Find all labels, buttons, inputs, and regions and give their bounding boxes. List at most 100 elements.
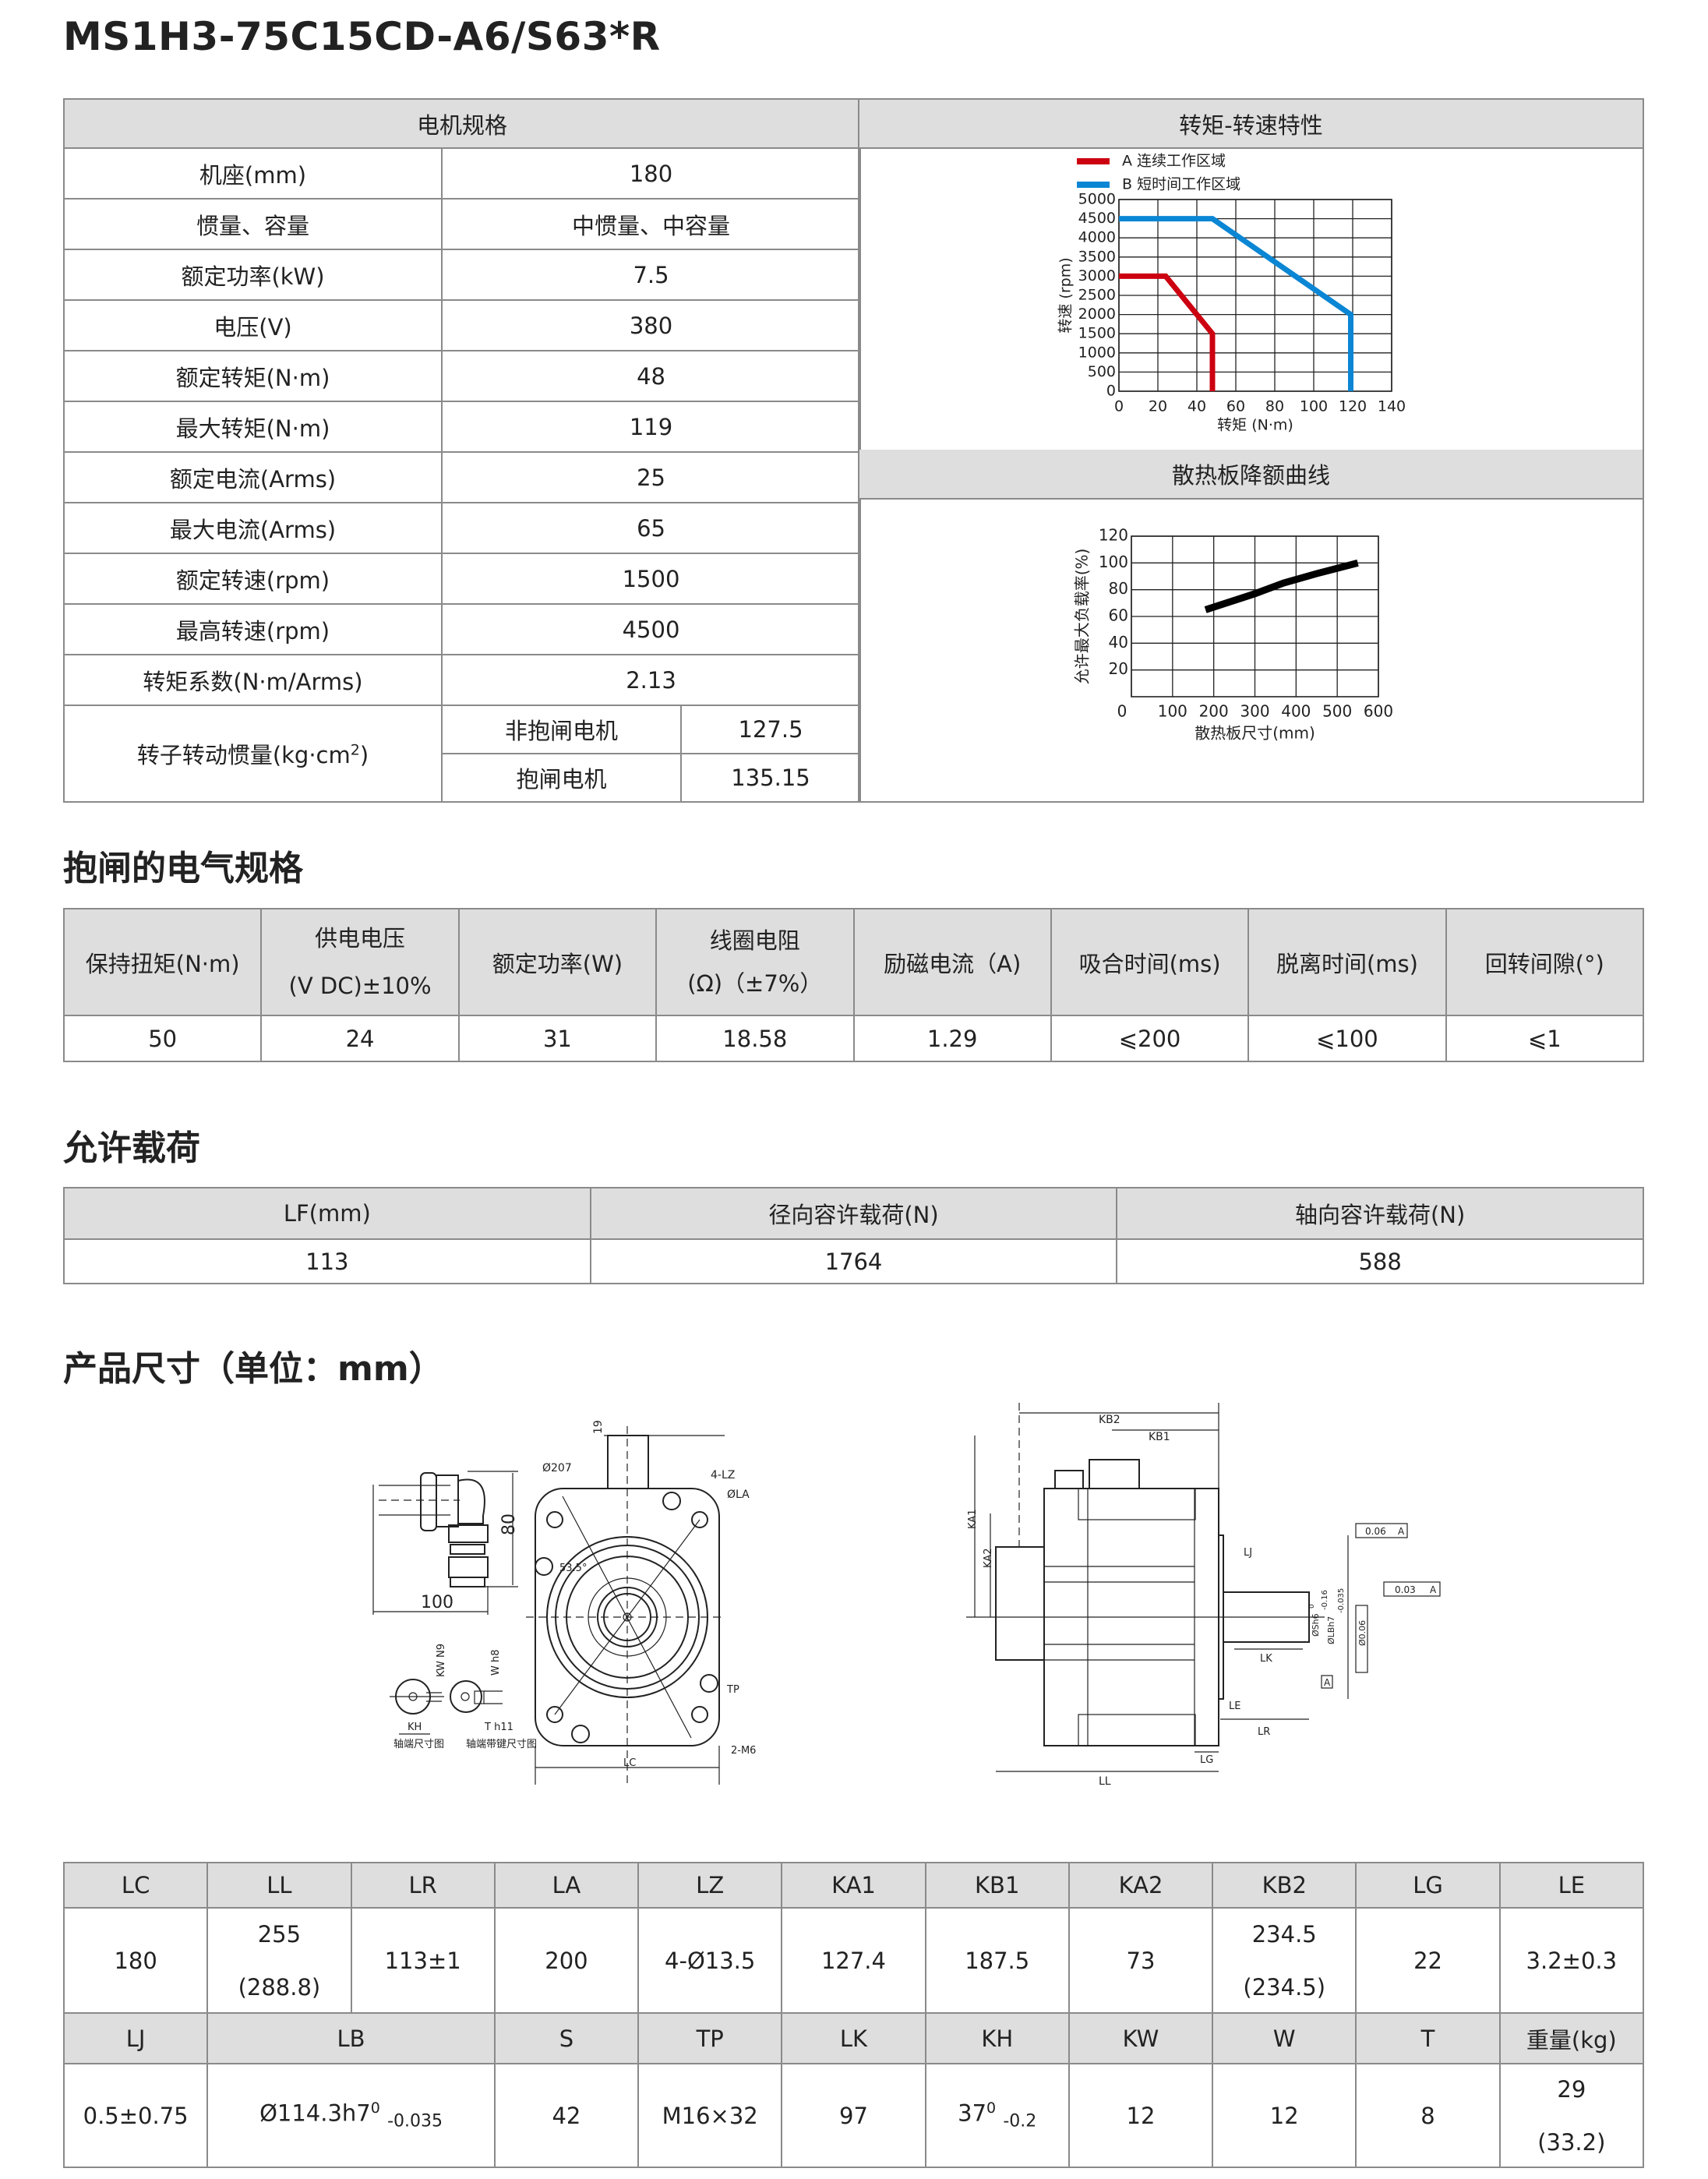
- derating-panel: 散热板降额曲线: [858, 450, 1644, 803]
- load-value: 1764: [589, 1238, 1118, 1284]
- dim-value: 22: [1355, 1907, 1501, 2014]
- dim-value-alt: (288.8): [238, 1973, 321, 2001]
- y-tick-label: 40: [1109, 633, 1128, 652]
- spec-value: 65: [440, 502, 862, 554]
- spec-value: 4500: [440, 603, 862, 655]
- dim-header: TP: [637, 2012, 783, 2064]
- x-tick-label: 60: [1226, 398, 1245, 415]
- dim-label: KH: [408, 1722, 422, 1733]
- side-view-drawing: KB2 KB1 KA1 KA2 LL LR LG LE LK LJ 0.06 A…: [966, 1403, 1441, 1788]
- y-tick-label: 4500: [1078, 210, 1116, 227]
- brake-header: 供电电压 (V DC)±10%: [260, 908, 460, 1016]
- dim-value-main: 37: [958, 2100, 987, 2127]
- load-section-title: 允许载荷: [63, 1128, 200, 1168]
- y-axis-label: 允许最大负载率(%): [1073, 549, 1092, 685]
- brake-header-row: 保持扭矩(N·m) 供电电压 (V DC)±10% 额定功率(W) 线圈电阻 (Ω)…: [62, 908, 1645, 1016]
- dim-header: LA: [493, 1862, 640, 1909]
- spec-row: 最大电流(Arms) 65: [63, 502, 862, 554]
- brake-header-text: 吸合时间(ms): [1078, 950, 1221, 977]
- dim-header: KB1: [924, 1862, 1070, 1909]
- dim-value: 0.5±0.75: [62, 2063, 209, 2168]
- dim-label: 轴端尺寸图: [393, 1739, 444, 1750]
- dim-label: LJ: [1244, 1547, 1252, 1559]
- brake-value: ⩽100: [1247, 1015, 1447, 1062]
- dim-label: KA1: [967, 1510, 979, 1529]
- dim-label: 0: [1308, 1604, 1316, 1609]
- brake-header: 线圈电阻 (Ω)（±7%）: [655, 908, 855, 1016]
- y-tick-label: 2500: [1078, 287, 1116, 304]
- dim-header: KA2: [1068, 1862, 1214, 1909]
- torque-speed-panel: 转矩-转速特性: [858, 98, 1644, 451]
- spec-row: 额定电流(Arms) 25: [63, 451, 862, 503]
- dim-label: KW N9: [436, 1644, 447, 1677]
- x-tick-label: 200: [1199, 702, 1229, 721]
- brake-value-row: 50 24 31 18.58 1.29 ⩽200 ⩽100 ⩽1: [62, 1015, 1645, 1062]
- x-tick-label: 100: [1300, 398, 1328, 415]
- dim-label: KA2: [983, 1549, 994, 1568]
- spec-label: 额定电流(Arms): [63, 451, 443, 503]
- spec-value: 1500: [440, 553, 862, 605]
- load-header: 轴向容许载荷(N): [1116, 1187, 1644, 1240]
- dim-label: T h11: [484, 1722, 513, 1733]
- brake-header: 励磁电流（A): [852, 908, 1052, 1016]
- brake-header-text: 脱离时间(ms): [1276, 950, 1418, 977]
- y-tick-label: 1500: [1078, 325, 1116, 342]
- dim-header-row-2: LJ LB S TP LK KH KW W T 重量(kg): [62, 2012, 1645, 2064]
- dim-label: A: [1398, 1526, 1405, 1537]
- spec-row: 转矩系数(N·m/Arms) 2.13: [63, 654, 862, 706]
- dim-label: 4-LZ: [711, 1469, 735, 1482]
- brake-header: 保持扭矩(N·m): [62, 908, 263, 1016]
- brake-value: ⩽200: [1050, 1015, 1250, 1062]
- shaft-end-drawings: KH KW N9 轴端尺寸图 T h11 W h8 轴端带键尺寸图: [390, 1644, 537, 1750]
- dim-header: LJ: [62, 2012, 209, 2064]
- dim-label: 80: [499, 1513, 519, 1535]
- y-tick-label: 1000: [1078, 344, 1116, 361]
- dim-value: 73: [1068, 1907, 1214, 2014]
- brake-value: ⩽1: [1445, 1015, 1645, 1062]
- dim-label: A: [1324, 1677, 1331, 1688]
- inertia-sub-label: 抱闸电机: [441, 753, 682, 803]
- dim-value-alt: (234.5): [1243, 1973, 1326, 2001]
- spec-value: 380: [440, 299, 862, 351]
- brake-value: 1.29: [852, 1015, 1052, 1062]
- dim-value: 3.2±0.3: [1498, 1907, 1645, 2014]
- y-tick-label: 3500: [1078, 248, 1116, 265]
- dim-header: 重量(kg): [1498, 2012, 1645, 2064]
- dim-header: LZ: [637, 1862, 783, 1909]
- dim-value: 8: [1355, 2063, 1501, 2168]
- brake-header: 额定功率(W): [457, 908, 658, 1016]
- y-tick-label: 4000: [1078, 229, 1116, 246]
- x-tick-label: 0: [1117, 702, 1127, 721]
- dim-label: W h8: [490, 1650, 502, 1676]
- y-tick-label: 60: [1109, 606, 1128, 625]
- spec-label: 电压(V): [63, 299, 443, 351]
- dim-value-sub: -0.2: [1003, 2111, 1037, 2131]
- spec-label: 最大电流(Arms): [63, 502, 443, 554]
- dim-label: 2-M6: [731, 1745, 756, 1757]
- x-tick-label: 20: [1149, 398, 1167, 415]
- dim-header: KH: [924, 2012, 1070, 2064]
- y-axis-label: 转速 (rpm): [1057, 257, 1075, 333]
- spec-label: 转矩系数(N·m/Arms): [63, 654, 443, 706]
- derating-header: 散热板降额曲线: [859, 450, 1643, 500]
- spec-value: 7.5: [440, 249, 862, 301]
- dim-value: 113±1: [350, 1907, 496, 2014]
- dim-value-main: Ø114.3h7: [259, 2100, 371, 2127]
- y-tick-label: 100: [1099, 553, 1128, 571]
- brake-header-text: 供电电压: [315, 925, 406, 952]
- dim-header: KA1: [781, 1862, 926, 1909]
- load-header: LF(mm): [63, 1187, 591, 1240]
- dim-value: M16×32: [637, 2063, 783, 2168]
- series-line: [1204, 559, 1359, 613]
- series-line: [1119, 273, 1216, 391]
- dim-header: LG: [1355, 1862, 1501, 1909]
- legend-label: A 连续工作区域: [1122, 153, 1226, 170]
- dim-label: LC: [623, 1757, 636, 1769]
- dim-value: 370 -0.2: [924, 2063, 1070, 2168]
- derating-chart: 0 100 200 300 400 500 600 20 40 60 80 100 120 散热板尺寸(m…: [1073, 526, 1394, 743]
- spec-row: 额定转速(rpm) 1500: [63, 553, 862, 605]
- spec-value: 119: [440, 401, 862, 453]
- dim-label: LL: [1099, 1775, 1111, 1788]
- x-tick-label: 140: [1378, 398, 1406, 415]
- x-tick-label: 100: [1158, 702, 1187, 721]
